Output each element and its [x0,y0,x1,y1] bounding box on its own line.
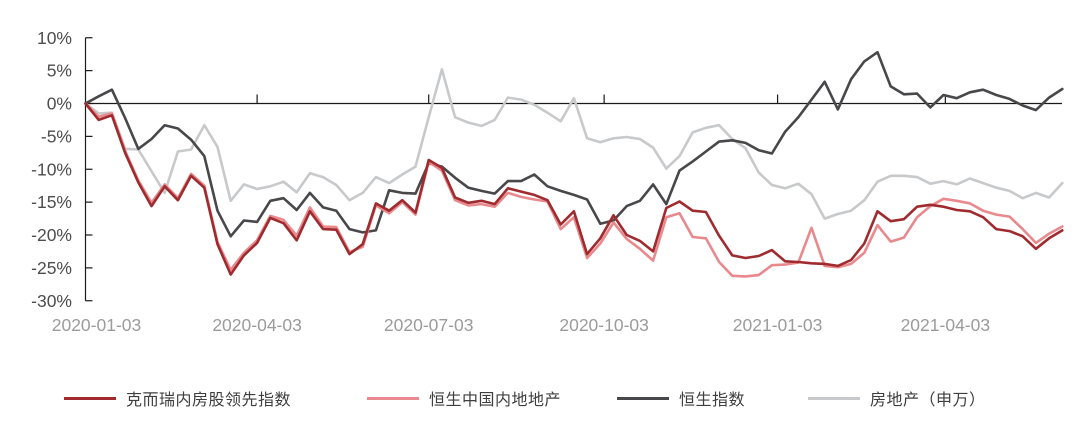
x-tick-label: 2021-01-03 [733,315,823,335]
chart-series-lines [84,50,1064,278]
y-tick-label: -30% [31,291,72,311]
x-tick-label: 2021-04-03 [901,315,991,335]
x-tick-label: 2020-04-03 [212,315,302,335]
y-tick-label: -25% [31,258,72,278]
series-line-1 [84,102,1064,278]
y-tick-label: -10% [31,159,72,179]
y-tick-label: -5% [41,126,72,146]
series-line-2 [84,50,1064,238]
y-tick-label: 10% [37,28,72,48]
y-tick-label: 5% [47,61,72,81]
y-tick-label: -20% [31,225,72,245]
x-tick-label: 2020-07-03 [384,315,474,335]
y-axis: 10% 5% 0% -5% -10% -15% -20% -25% -30% [31,28,93,311]
x-axis: 2020-01-03 2020-04-03 2020-07-03 2020-10-03… [52,94,1062,335]
series-line-3 [84,68,1064,220]
y-tick-label: -15% [31,192,72,212]
x-tick-label: 2020-01-03 [52,315,142,335]
y-tick-label: 0% [47,94,72,114]
x-tick-label: 2020-10-03 [559,315,649,335]
series-line-0 [84,102,1064,276]
